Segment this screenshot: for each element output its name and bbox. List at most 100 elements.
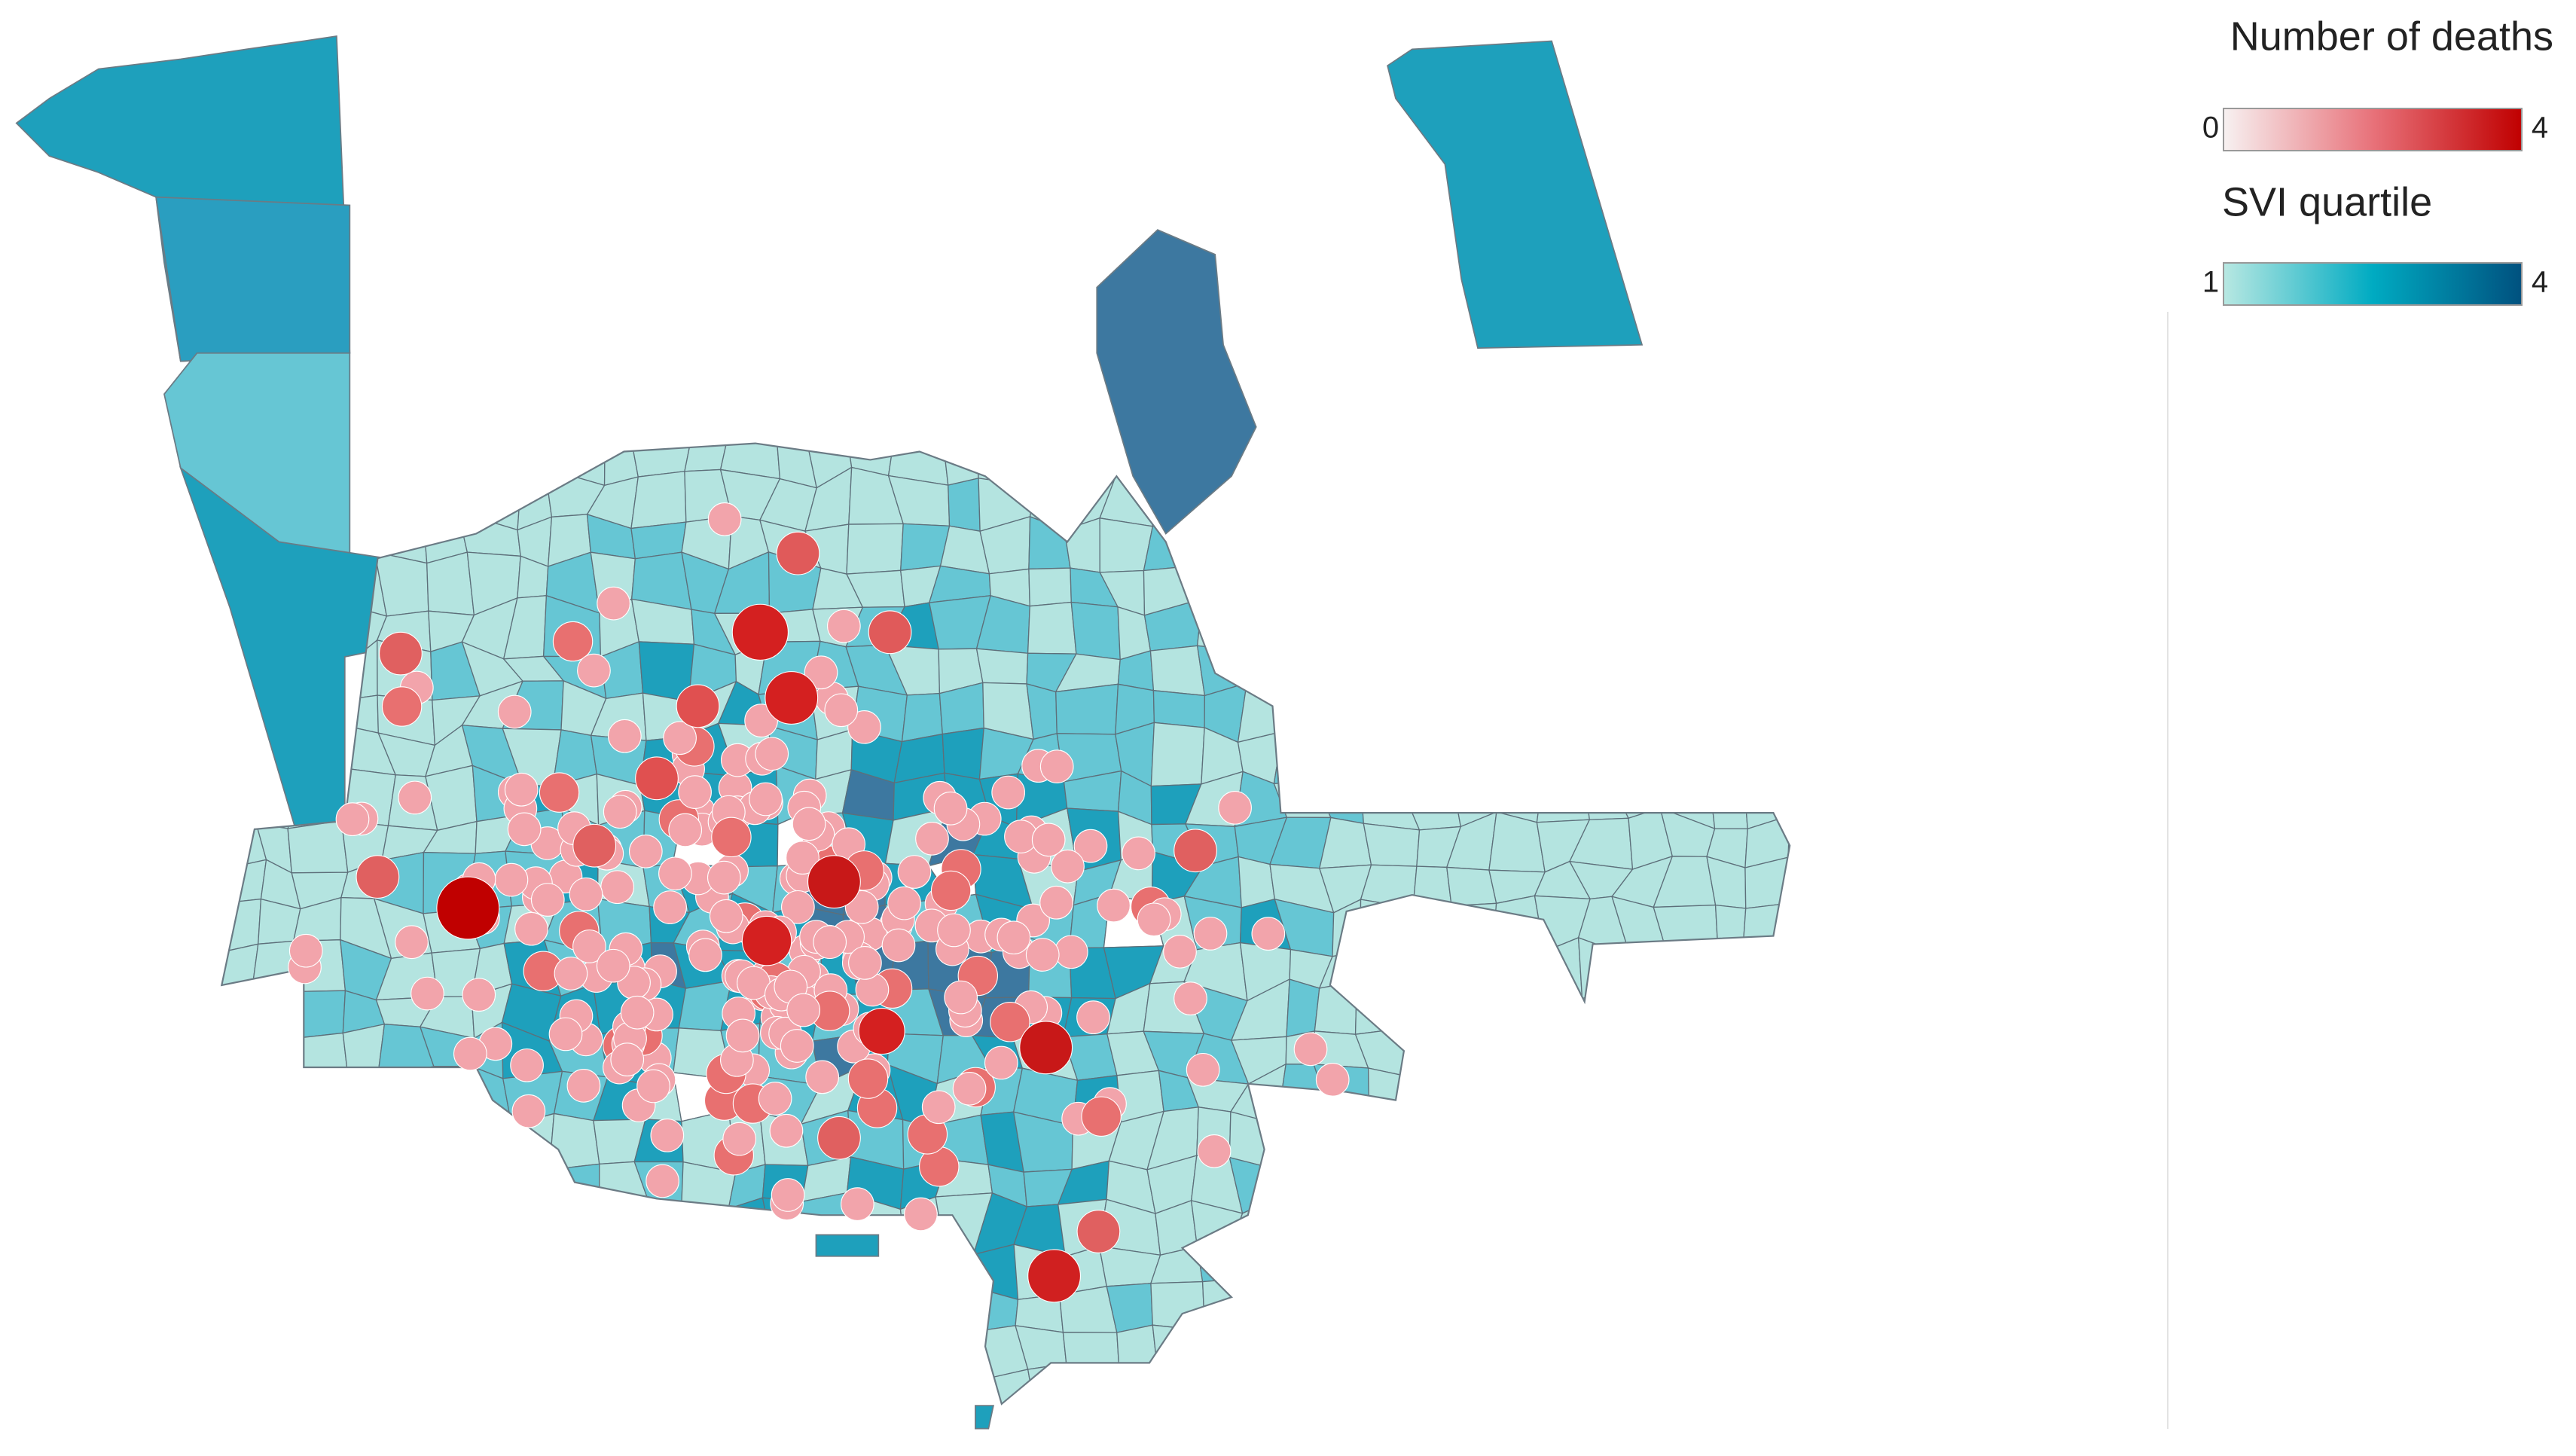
legend-max: 4 — [2532, 266, 2548, 299]
tract — [1528, 1423, 1591, 1452]
tract — [1491, 569, 1540, 612]
tract — [1271, 1280, 1335, 1343]
tract — [1539, 1375, 1586, 1427]
tract — [1317, 1253, 1372, 1294]
tract — [1537, 776, 1589, 823]
tract — [1703, 1290, 1747, 1341]
tract — [1531, 470, 1589, 524]
tract — [642, 1250, 692, 1299]
tract — [1198, 511, 1247, 566]
tract — [1404, 1154, 1463, 1200]
dot — [569, 878, 603, 911]
tract — [1653, 1281, 1714, 1327]
tract — [1489, 432, 1540, 470]
dot — [905, 1198, 938, 1231]
tract — [1491, 983, 1536, 1043]
tract — [1367, 1255, 1409, 1294]
dot — [1122, 837, 1155, 870]
tract — [1356, 472, 1405, 516]
tract — [1613, 986, 1671, 1034]
tract — [944, 438, 978, 485]
tract — [1150, 1378, 1198, 1425]
tract — [1743, 902, 1802, 958]
tract — [290, 1107, 347, 1171]
dot — [1055, 936, 1088, 969]
tract — [1536, 1197, 1584, 1249]
dot — [411, 977, 444, 1010]
dot — [1028, 1250, 1081, 1302]
dot — [380, 632, 423, 675]
dot — [1077, 1001, 1110, 1034]
dot — [611, 1043, 644, 1076]
dot — [531, 884, 564, 917]
tract — [1197, 1247, 1238, 1282]
tract — [1656, 724, 1718, 773]
tract — [246, 1080, 304, 1116]
tract — [262, 1422, 307, 1452]
dot — [689, 939, 722, 972]
tract — [893, 1286, 934, 1332]
tract — [1234, 1412, 1288, 1452]
tract — [1872, 1419, 1915, 1452]
dot — [787, 994, 820, 1027]
tract — [1280, 1367, 1334, 1415]
dot — [712, 817, 751, 856]
tract — [463, 1161, 517, 1201]
dot — [609, 719, 642, 752]
tract — [1790, 767, 1836, 815]
tract — [1867, 1109, 1931, 1172]
tract — [1228, 1330, 1280, 1370]
tract — [474, 1321, 519, 1372]
tract — [1824, 510, 1885, 560]
tract — [1413, 905, 1457, 954]
tract — [1358, 1195, 1414, 1256]
tract — [1887, 856, 1914, 909]
dot — [916, 823, 949, 856]
tract — [1708, 766, 1747, 829]
tract — [1696, 1076, 1758, 1121]
tract — [773, 1242, 808, 1298]
tract — [858, 1419, 901, 1452]
tract — [1742, 653, 1789, 689]
tract — [1750, 1152, 1802, 1208]
dot — [356, 856, 399, 899]
tract — [1274, 658, 1330, 690]
tract — [431, 1283, 478, 1330]
dot — [578, 654, 611, 687]
tract — [1746, 527, 1799, 572]
tract — [1529, 737, 1584, 786]
dot — [1137, 903, 1170, 936]
tract — [1742, 1113, 1802, 1166]
tract — [1792, 427, 1828, 470]
tract — [1491, 951, 1545, 986]
tract — [1485, 643, 1543, 687]
tract — [1656, 612, 1715, 646]
tract — [809, 1320, 855, 1384]
tract — [1828, 1283, 1881, 1334]
tract — [948, 478, 980, 531]
tract — [1828, 470, 1885, 516]
tract — [374, 511, 426, 563]
tract — [1320, 1152, 1359, 1210]
tract — [334, 1203, 395, 1240]
dot — [567, 1070, 600, 1103]
tract — [672, 1412, 729, 1452]
tract — [425, 1321, 479, 1372]
tract — [948, 1363, 985, 1412]
tract — [1708, 1426, 1761, 1452]
tract — [1358, 723, 1418, 786]
tract — [1245, 560, 1274, 612]
tract — [1696, 1026, 1760, 1079]
tract — [465, 426, 521, 487]
tract — [1786, 653, 1847, 691]
tract — [647, 1196, 692, 1256]
tract — [1442, 602, 1502, 646]
tract — [1445, 737, 1501, 773]
tract — [1270, 1200, 1326, 1254]
tract — [1579, 567, 1634, 613]
tract — [515, 1201, 564, 1257]
tract — [682, 1207, 728, 1257]
tract — [1756, 1412, 1788, 1452]
tract — [1788, 1066, 1836, 1127]
tract — [377, 1067, 436, 1125]
